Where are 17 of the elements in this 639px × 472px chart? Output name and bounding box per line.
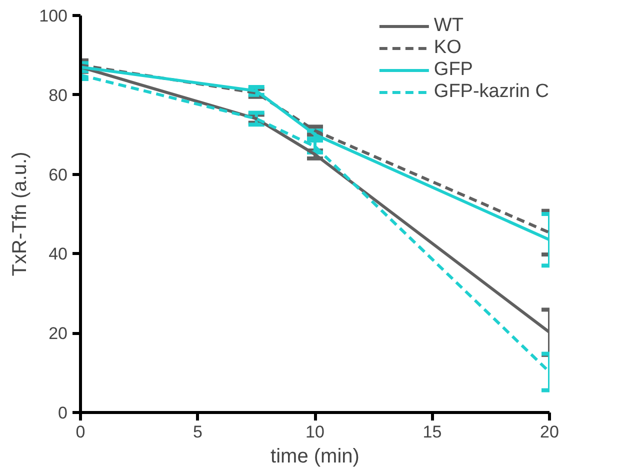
x-tick-label: 15 [422,422,442,442]
x-tick-label: 20 [540,422,559,442]
legend-label: GFP [434,59,473,81]
y-tick-label: 40 [48,244,68,264]
x-axis-title: time (min) [270,446,360,468]
y-tick-label: 60 [48,165,68,184]
y-tick-label: 0 [58,404,68,422]
y-axis-title: TxR-Tfn (a.u.) [9,152,32,276]
x-tick-label: 5 [193,422,202,442]
y-tick-label: 80 [48,86,68,105]
legend-label: KO [434,37,462,59]
legend-label: GFP-kazrin C [434,81,549,103]
x-tick-label: 10 [306,422,324,442]
y-tick-label: 100 [39,6,68,26]
legend-label: WT [434,15,464,37]
y-tick-label: 20 [48,324,68,344]
x-tick-label: 0 [76,422,86,442]
